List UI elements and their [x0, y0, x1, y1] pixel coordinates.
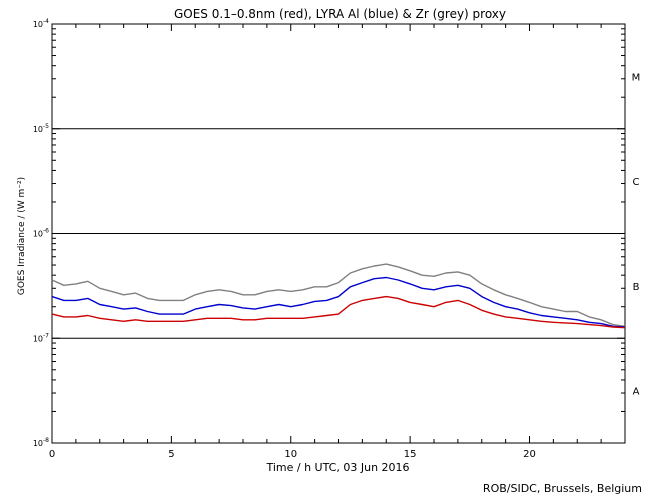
class-label: A [633, 387, 640, 398]
chart-title: GOES 0.1–0.8nm (red), LYRA Al (blue) & Z… [174, 7, 506, 21]
x-tick-label: 5 [168, 449, 174, 460]
credit-text: ROB/SIDC, Brussels, Belgium [482, 482, 642, 495]
series-line [51, 263, 626, 327]
x-tick-label: 10 [284, 449, 297, 460]
y-tick-label: 10-6 [33, 228, 49, 239]
y-tick-label: 10-4 [33, 18, 49, 29]
y-tick-label: 10-8 [33, 437, 49, 448]
y-tick-label: 10-7 [33, 332, 49, 343]
y-axis-label: GOES Irradiance / (W m⁻²) [17, 177, 27, 295]
series-line [51, 276, 626, 328]
x-axis-label: Time / h UTC, 03 Jun 2016 [265, 461, 409, 474]
class-label: M [632, 72, 641, 83]
x-tick-label: 20 [523, 449, 536, 460]
x-tick-label: 15 [404, 449, 417, 460]
class-label: C [633, 177, 640, 188]
series-line [51, 295, 626, 329]
x-tick-label: 0 [49, 449, 55, 460]
y-tick-label: 10-5 [33, 123, 49, 134]
class-label: B [633, 282, 640, 293]
